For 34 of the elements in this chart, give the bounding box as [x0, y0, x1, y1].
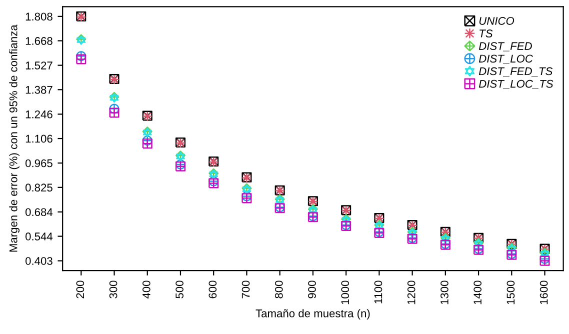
- y-axis-title: Margen de error (%) con un 95% de confianza: [9, 24, 20, 252]
- legend-label: DIST_LOC_TS: [478, 80, 554, 89]
- x-tick-label: 300: [109, 280, 118, 298]
- x-tick-label: 1000: [341, 280, 350, 304]
- legend-label: DIST_LOC: [478, 54, 533, 64]
- x-axis-title: Tamaño de muestra (n): [256, 309, 370, 320]
- x-tick-label: 1300: [440, 280, 448, 304]
- y-tick-label: 1.527: [26, 62, 52, 70]
- x-tick-label: 700: [242, 280, 250, 298]
- x-tick-label: 900: [308, 280, 316, 298]
- y-tick-label: 0.825: [26, 184, 52, 192]
- y-tick-label: 0.403: [26, 257, 52, 265]
- y-tick-label: 0.684: [26, 208, 53, 216]
- y-tick-label: 1.246: [26, 110, 52, 118]
- x-tick-label: 1100: [374, 280, 382, 304]
- x-tick-label: 1500: [506, 280, 515, 304]
- x-tick-label: 600: [208, 280, 217, 298]
- y-tick-label: 0.965: [26, 159, 52, 168]
- x-tick-label: 800: [274, 280, 283, 298]
- y-tick-label: 0.544: [26, 232, 53, 240]
- legend-label: UNICO: [479, 16, 514, 25]
- y-tick-label: 1.668: [26, 37, 52, 45]
- x-tick-label: 1200: [407, 280, 416, 304]
- legend-label: TS: [480, 30, 493, 38]
- x-tick-label: 1400: [474, 280, 482, 304]
- x-tick-label: 400: [142, 280, 150, 299]
- y-tick-label: 1.387: [26, 86, 52, 94]
- x-tick-label: 200: [76, 280, 84, 298]
- y-tick-label: 1.106: [26, 134, 52, 143]
- y-tick-label: 1.808: [26, 12, 52, 21]
- x-tick-label: 500: [176, 280, 184, 298]
- legend-label: DIST_FED: [478, 42, 532, 52]
- legend-label: DIST_FED_TS: [478, 67, 553, 76]
- x-tick-label: 1600: [540, 280, 548, 304]
